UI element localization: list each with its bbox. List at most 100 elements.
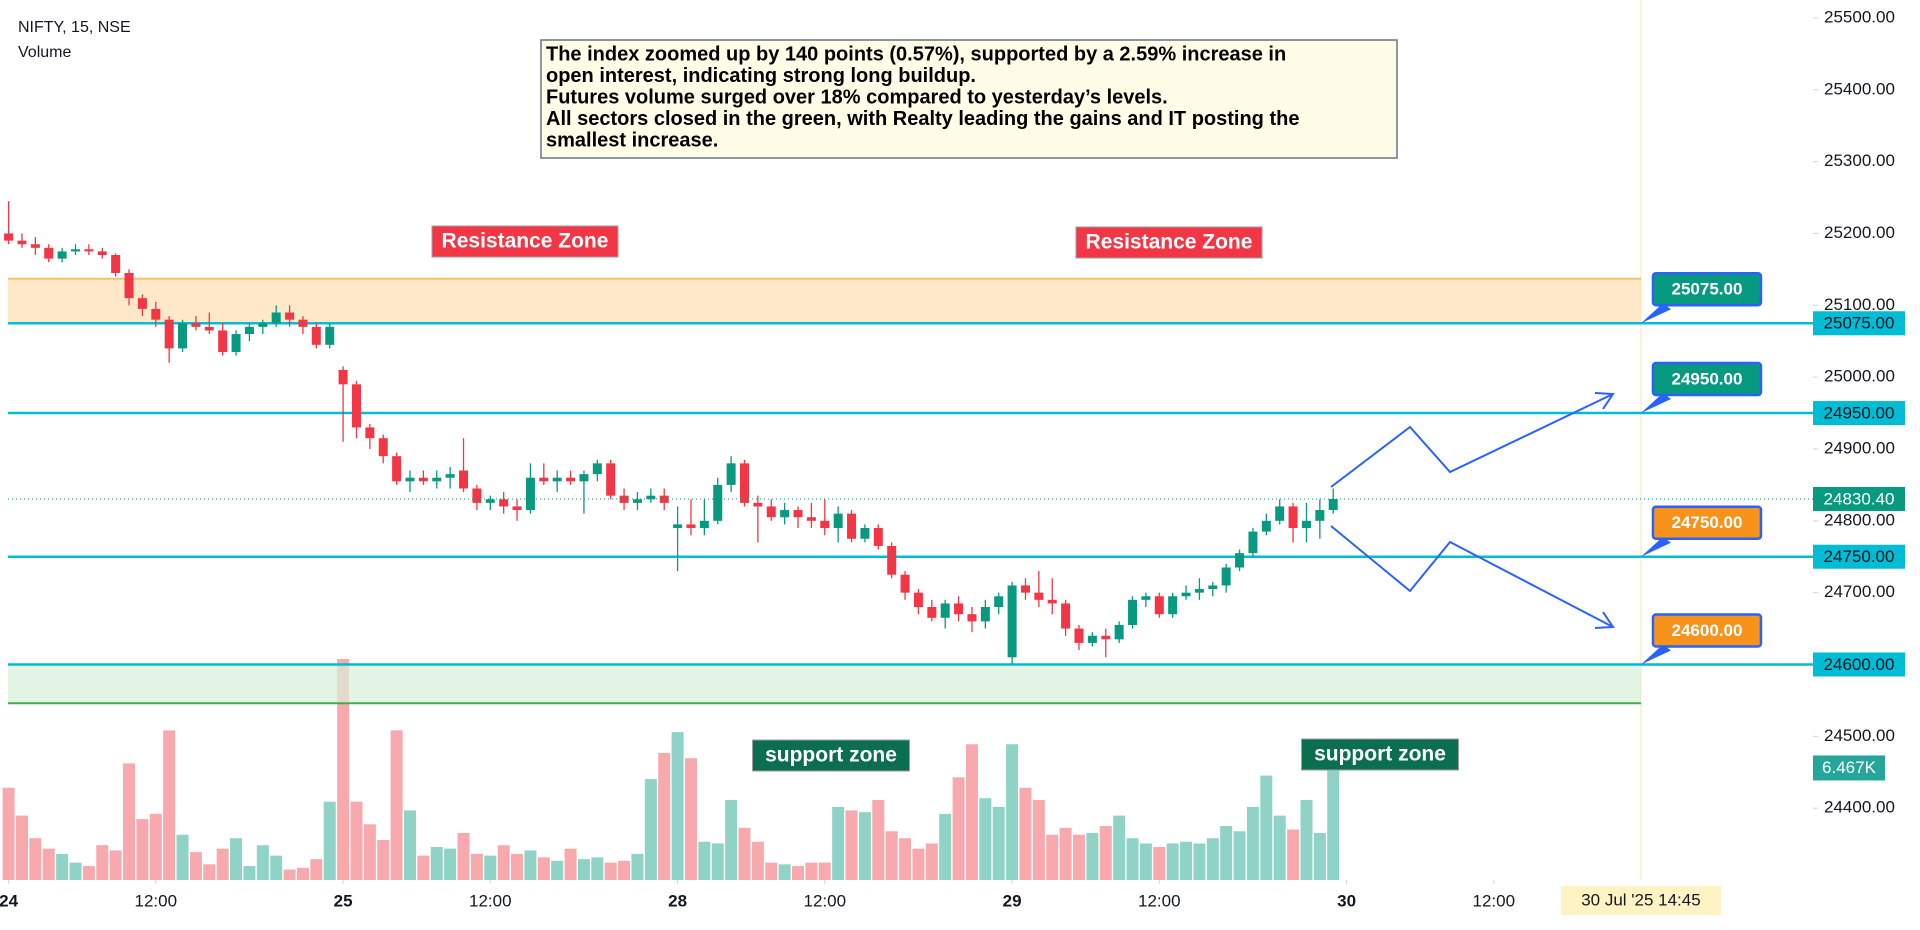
- zone-label: support zone: [765, 744, 897, 767]
- y-tick-label: 25200.00: [1824, 223, 1895, 242]
- level-axis-label: 25075.00: [1824, 314, 1895, 333]
- down-arrowhead: [1594, 611, 1615, 629]
- volume-bar: [497, 845, 510, 880]
- crosshair-tag: [1560, 886, 1721, 915]
- candle-body: [1141, 596, 1151, 600]
- volume-bar: [310, 859, 323, 880]
- level-callout: [1651, 613, 1763, 648]
- candle-body: [271, 312, 281, 324]
- candle-body: [1261, 520, 1271, 532]
- overlay-layer: 25500.00 25400.00 25300.00 25200.00 25100.00…: [0, 7, 1905, 915]
- volume-bar: [511, 853, 524, 880]
- candle-body: [432, 477, 442, 482]
- volume-bar: [337, 659, 350, 880]
- candle-body: [1128, 599, 1138, 625]
- candle-body: [325, 326, 335, 345]
- volume-bar: [1019, 787, 1032, 880]
- zone-label-bg: [431, 225, 619, 258]
- x-tick-label: 12:00: [804, 891, 847, 910]
- volume-bar: [952, 777, 965, 880]
- volume-bar: [765, 862, 778, 880]
- x-tick-label: 12:00: [1473, 891, 1516, 910]
- last-price-tag: [1813, 486, 1905, 511]
- candle-body: [459, 470, 469, 489]
- volume-bar: [751, 841, 764, 880]
- candle-body: [71, 249, 80, 252]
- volume-bar: [96, 845, 109, 880]
- volume-bar: [1006, 744, 1019, 880]
- volume-bar: [176, 834, 189, 880]
- x-tick-label: 12:00: [469, 891, 512, 910]
- volume-bar: [82, 866, 95, 880]
- candle-body: [740, 463, 749, 503]
- volume-bar: [939, 813, 952, 880]
- down-arrow: [1330, 525, 1614, 628]
- volume-bar: [1246, 806, 1259, 880]
- volume-bar: [69, 862, 82, 880]
- annotation-box: [540, 39, 1398, 159]
- volume-bar: [363, 824, 376, 880]
- candle-body: [726, 463, 736, 485]
- annotation-line: open interest, indicating strong long bu…: [546, 65, 976, 87]
- x-tick-label: 29: [1003, 891, 1022, 910]
- y-tick-label: 25000.00: [1824, 367, 1895, 386]
- volume-bar: [283, 869, 296, 880]
- candle-body: [365, 427, 375, 439]
- candle-body: [1194, 589, 1204, 593]
- volume-bar: [845, 810, 858, 880]
- volume-bar: [1300, 799, 1313, 880]
- candle-body: [512, 506, 522, 511]
- candle-body: [392, 456, 402, 482]
- candle-body: [285, 312, 295, 320]
- volume-bar: [1180, 841, 1193, 880]
- level-axis-tag: [1813, 652, 1905, 677]
- annotation-line: The index zoomed up by 140 points (0.57%…: [546, 43, 1286, 65]
- candle-body: [178, 323, 188, 349]
- volume-bar: [577, 859, 590, 880]
- level-callout-label: 25075.00: [1672, 280, 1743, 299]
- candle-body: [753, 502, 763, 507]
- volume-bar: [564, 848, 577, 880]
- level-axis-label: 24600.00: [1824, 655, 1895, 674]
- candle-body: [579, 474, 589, 482]
- level-callout-label: 24950.00: [1672, 370, 1743, 389]
- volume-bar: [390, 730, 403, 880]
- candle-body: [780, 510, 790, 518]
- y-tick-label: 25500.00: [1824, 7, 1895, 26]
- candle-body: [1328, 498, 1338, 511]
- volume-bar: [29, 838, 42, 880]
- volume-bar: [42, 848, 55, 880]
- candle-body: [699, 520, 709, 528]
- symbol: NIFTY, 15, NSE: [18, 19, 131, 36]
- volume-bar: [296, 867, 309, 880]
- callout-pointer: [1640, 536, 1671, 557]
- candle-body: [4, 233, 14, 241]
- candle-body: [472, 488, 482, 503]
- candle-body: [1181, 592, 1191, 597]
- candle-body: [940, 603, 950, 618]
- candle-body: [244, 326, 254, 335]
- indicator: Volume: [18, 44, 71, 61]
- candle-body: [873, 528, 883, 546]
- volume-bar: [243, 866, 256, 880]
- volume-bar: [698, 841, 711, 880]
- x-tick-label: 12:00: [135, 891, 178, 910]
- candle-body: [833, 513, 843, 528]
- last-volume-tag: [1813, 755, 1885, 781]
- volume-bar: [1032, 799, 1045, 880]
- candle-body: [927, 607, 937, 618]
- volume-bar: [1126, 838, 1139, 880]
- volume-bar: [1260, 775, 1273, 880]
- candle-body: [900, 574, 910, 593]
- candle-body: [17, 240, 27, 245]
- callout-pointer: [1640, 644, 1671, 665]
- volume-bar: [524, 850, 537, 880]
- candle-body: [606, 463, 616, 496]
- zone: [8, 664, 1641, 704]
- candle-body: [191, 323, 201, 327]
- candle-body: [351, 384, 361, 428]
- volume-bar: [591, 857, 604, 880]
- volume-bar: [925, 843, 938, 880]
- volume-bar: [430, 846, 443, 880]
- candle-body: [1007, 585, 1017, 658]
